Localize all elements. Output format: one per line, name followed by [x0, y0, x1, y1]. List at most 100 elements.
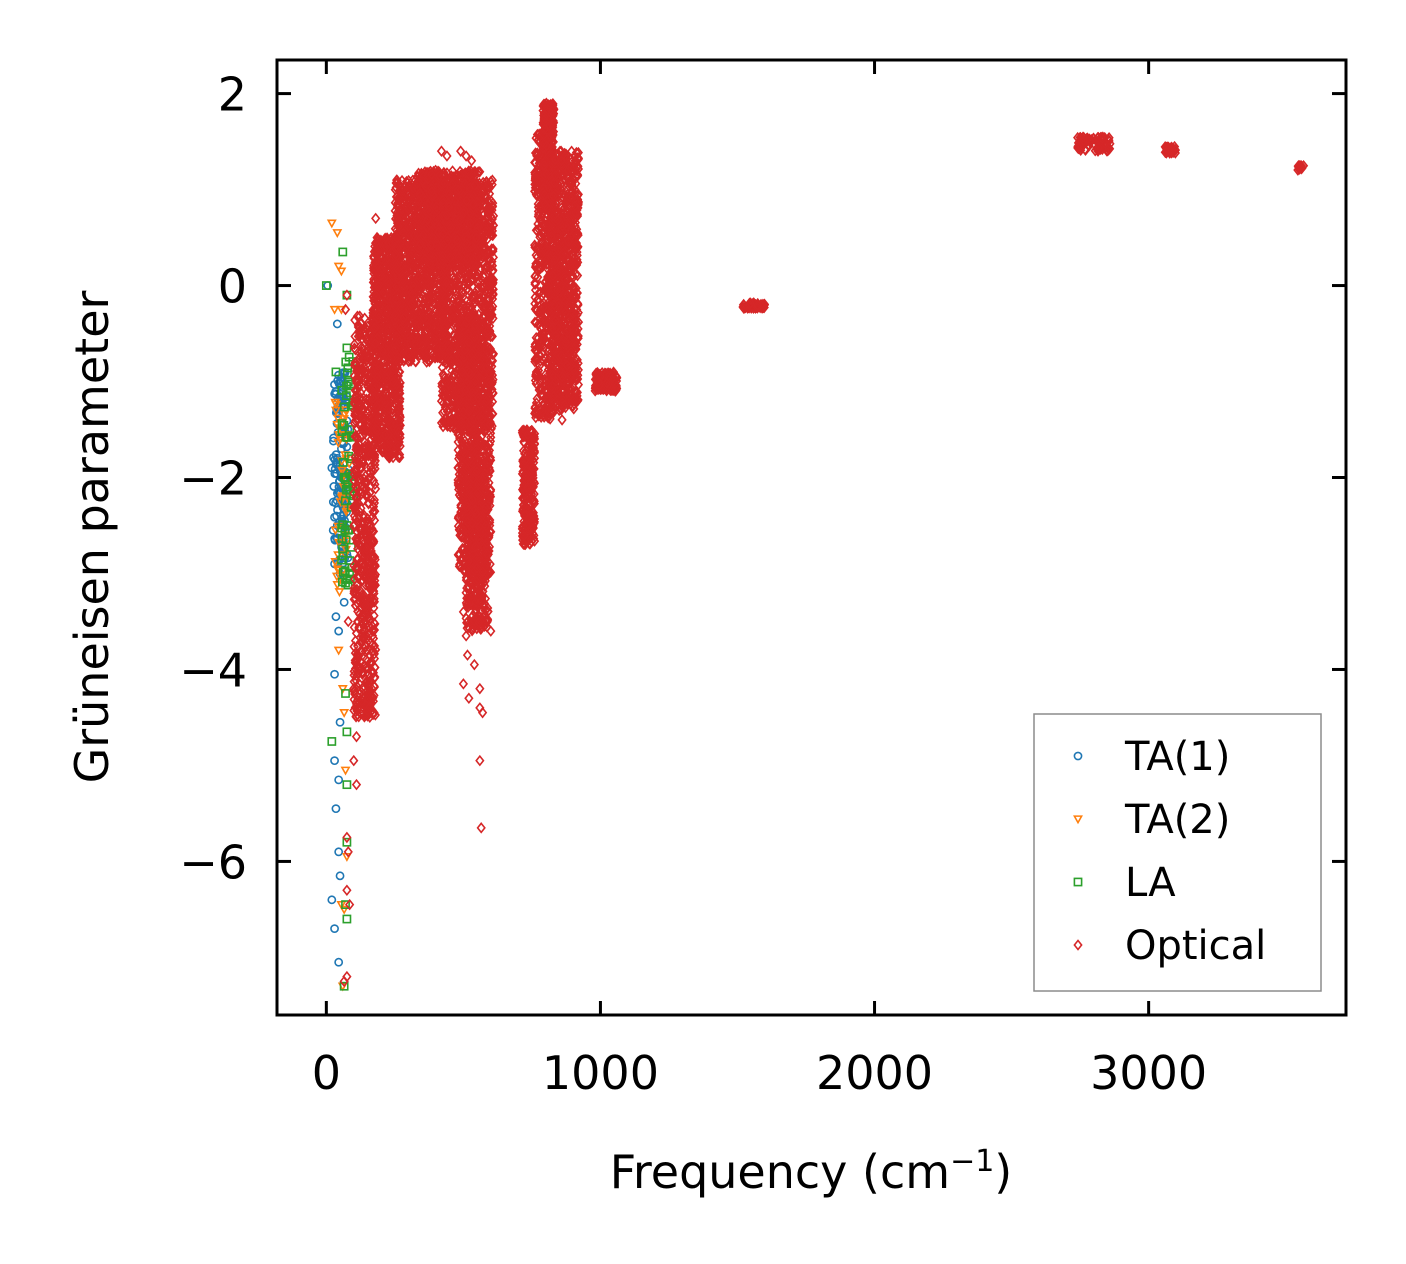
data-point [394, 356, 404, 368]
data-point [337, 534, 347, 543]
data-point [420, 285, 431, 297]
data-point [341, 507, 352, 517]
data-point [370, 337, 380, 350]
data-point [329, 436, 338, 446]
data-point [350, 343, 361, 356]
data-point [361, 332, 371, 345]
data-point [373, 280, 383, 293]
data-point [333, 376, 343, 386]
data-point [337, 555, 346, 565]
data-point [426, 333, 436, 345]
data-point [333, 262, 344, 272]
data-point [390, 242, 400, 254]
data-point [334, 775, 344, 785]
data-point [375, 249, 386, 262]
data-point [361, 543, 372, 556]
data-point [352, 705, 362, 717]
data-point [394, 191, 404, 203]
data-point [404, 203, 414, 215]
data-point [341, 900, 350, 910]
data-point [417, 340, 428, 352]
data-point [330, 756, 339, 766]
data-point [342, 727, 352, 737]
data-point [352, 365, 362, 377]
data-point [349, 338, 360, 351]
data-point [368, 565, 378, 578]
data-point [350, 314, 360, 326]
data-point [401, 235, 412, 247]
data-point [359, 374, 369, 387]
data-point [345, 425, 355, 434]
data-point [330, 406, 341, 416]
data-point [383, 238, 394, 250]
data-point [407, 263, 417, 276]
data-point [373, 359, 383, 372]
data-point [339, 597, 349, 607]
data-point [335, 717, 345, 727]
data-point [356, 386, 366, 399]
data-point [334, 957, 344, 967]
data-point [369, 592, 379, 605]
data-point [338, 247, 348, 257]
data-point [397, 273, 408, 286]
data-point [391, 181, 401, 194]
data-point [360, 477, 370, 490]
data-point [373, 379, 383, 392]
data-point [403, 271, 413, 284]
data-point [410, 355, 421, 368]
data-point [392, 213, 403, 225]
data-point [327, 737, 337, 746]
data-point [369, 609, 379, 622]
data-point [376, 437, 387, 450]
data-point [360, 600, 370, 612]
data-point [381, 371, 391, 384]
data-point [365, 706, 376, 719]
data-point [349, 474, 359, 487]
data-point [338, 567, 348, 577]
data-point [408, 289, 418, 301]
data-point [423, 293, 434, 306]
data-point [359, 353, 370, 365]
data-point [356, 702, 366, 715]
data-point [342, 780, 352, 790]
data-point [351, 711, 361, 723]
data-point [409, 268, 420, 280]
data-point [327, 463, 337, 473]
data-point [339, 981, 349, 991]
data-point [423, 267, 433, 280]
data-point [321, 281, 331, 290]
data-point [381, 329, 391, 341]
data-point [330, 924, 339, 934]
data-point [403, 321, 413, 334]
data-point [361, 441, 371, 454]
data-point [403, 220, 414, 233]
data-point [386, 386, 396, 399]
data-point [404, 309, 414, 322]
data-point [336, 267, 347, 277]
data-point [376, 269, 386, 282]
data-point [331, 367, 341, 377]
data-point [413, 304, 423, 316]
data-point [361, 555, 371, 568]
data-point [341, 578, 350, 588]
data-point [383, 306, 393, 319]
data-point [330, 669, 339, 679]
data-point [394, 380, 405, 393]
data-point [365, 701, 375, 713]
data-point [326, 219, 337, 229]
data-point [372, 400, 382, 413]
data-point [352, 465, 362, 478]
data-point [422, 320, 432, 333]
data-point [341, 484, 351, 494]
data-point [371, 290, 382, 303]
data-point [353, 590, 363, 602]
data-point [387, 407, 397, 420]
data-point [334, 847, 344, 857]
data-point [379, 286, 389, 299]
data-point [380, 397, 390, 409]
data-point [406, 292, 417, 304]
data-point [407, 311, 417, 323]
data-point [357, 341, 367, 354]
data-point [394, 265, 404, 277]
